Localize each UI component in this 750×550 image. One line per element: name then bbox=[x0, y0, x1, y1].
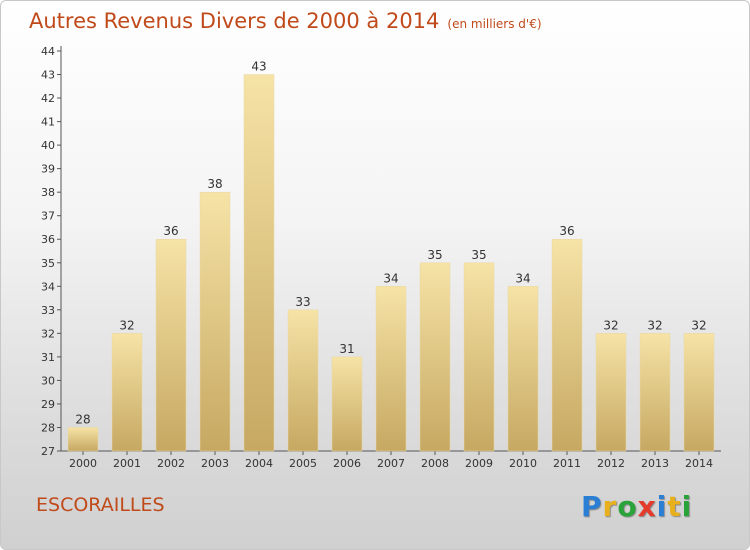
y-tick-label: 43 bbox=[41, 69, 55, 82]
x-tick-label: 2007 bbox=[377, 457, 405, 470]
y-tick-label: 31 bbox=[41, 351, 55, 364]
y-tick-label: 42 bbox=[41, 92, 55, 105]
bar-value-label: 32 bbox=[691, 318, 706, 332]
y-tick-label: 41 bbox=[41, 116, 55, 129]
y-tick-label: 38 bbox=[41, 186, 55, 199]
y-tick-label: 40 bbox=[41, 139, 55, 152]
bar-value-label: 34 bbox=[515, 271, 530, 285]
bar bbox=[375, 286, 407, 452]
proxiti-logo: Proxiti bbox=[581, 490, 693, 523]
y-tick-label: 39 bbox=[41, 163, 55, 176]
y-tick-label: 44 bbox=[41, 45, 55, 58]
y-tick-label: 32 bbox=[41, 327, 55, 340]
bar bbox=[463, 262, 495, 452]
x-tick-label: 2009 bbox=[465, 457, 493, 470]
bar bbox=[155, 238, 187, 452]
bar-value-label: 36 bbox=[559, 224, 574, 238]
bar-value-label: 32 bbox=[119, 318, 134, 332]
x-tick-label: 2004 bbox=[245, 457, 273, 470]
bar bbox=[639, 333, 671, 452]
y-tick-label: 35 bbox=[41, 257, 55, 270]
y-tick-label: 37 bbox=[41, 210, 55, 223]
x-tick-label: 2005 bbox=[289, 457, 317, 470]
bar-value-label: 32 bbox=[647, 318, 662, 332]
commune-name: ESCORAILLES bbox=[36, 494, 165, 516]
x-tick-label: 2008 bbox=[421, 457, 449, 470]
x-tick-label: 2012 bbox=[597, 457, 625, 470]
bar-value-label: 31 bbox=[339, 342, 354, 356]
chart-subtitle: (en milliers d'€) bbox=[447, 17, 542, 31]
bar bbox=[331, 356, 363, 452]
bar bbox=[419, 262, 451, 452]
bar bbox=[243, 74, 275, 452]
bar-value-label: 35 bbox=[427, 248, 442, 262]
bar bbox=[595, 333, 627, 452]
y-tick-label: 29 bbox=[41, 398, 55, 411]
y-tick-label: 30 bbox=[41, 374, 55, 387]
x-tick-label: 2003 bbox=[201, 457, 229, 470]
bar-value-label: 34 bbox=[383, 271, 398, 285]
bar-value-label: 32 bbox=[603, 318, 618, 332]
y-tick-label: 34 bbox=[41, 280, 55, 293]
chart-title-text: Autres Revenus Divers de 2000 à 2014 bbox=[29, 9, 440, 33]
bar bbox=[287, 309, 319, 452]
bar-value-label: 33 bbox=[295, 295, 310, 309]
y-tick-label: 36 bbox=[41, 233, 55, 246]
x-tick-label: 2014 bbox=[685, 457, 713, 470]
x-tick-label: 2011 bbox=[553, 457, 581, 470]
bar bbox=[199, 191, 231, 452]
x-tick-label: 2010 bbox=[509, 457, 537, 470]
bar-value-label: 43 bbox=[251, 60, 266, 74]
x-tick-label: 2013 bbox=[641, 457, 669, 470]
x-tick-label: 2006 bbox=[333, 457, 361, 470]
x-tick-label: 2002 bbox=[157, 457, 185, 470]
bar-value-label: 36 bbox=[163, 224, 178, 238]
x-tick-label: 2000 bbox=[69, 457, 97, 470]
y-tick-label: 33 bbox=[41, 304, 55, 317]
bar bbox=[111, 333, 143, 452]
bar-value-label: 35 bbox=[471, 248, 486, 262]
bar-value-label: 38 bbox=[207, 177, 222, 191]
chart-title: Autres Revenus Divers de 2000 à 2014 (en … bbox=[29, 9, 542, 33]
bar-value-label: 28 bbox=[75, 412, 90, 426]
x-tick-label: 2001 bbox=[113, 457, 141, 470]
bar bbox=[551, 238, 583, 452]
y-tick-label: 28 bbox=[41, 421, 55, 434]
y-tick-label: 27 bbox=[41, 445, 55, 458]
bar bbox=[67, 427, 99, 452]
bar bbox=[683, 333, 715, 452]
bar bbox=[507, 286, 539, 452]
